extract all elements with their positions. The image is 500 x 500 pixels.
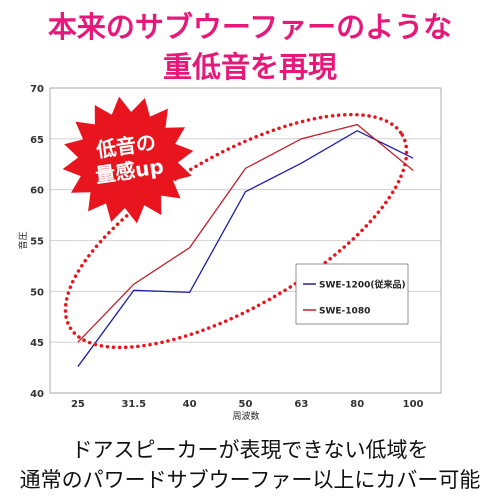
y-tick-label: 55 xyxy=(30,237,44,248)
legend-label: SWE-1080 xyxy=(319,307,370,317)
y-axis-label: 音圧 xyxy=(17,231,29,249)
y-tick-label: 45 xyxy=(30,338,44,349)
series-line-2 xyxy=(77,123,414,343)
x-tick-label: 63 xyxy=(294,399,308,410)
x-tick-label: 25 xyxy=(71,399,85,410)
x-tick-label: 80 xyxy=(350,399,364,410)
x-axis-label: 周波数 xyxy=(232,410,259,422)
x-tick-label: 40 xyxy=(183,399,197,410)
y-tick-label: 70 xyxy=(30,84,44,95)
headline-line-1: 本来のサブウーファーのような xyxy=(47,10,453,44)
x-tick-label: 50 xyxy=(239,399,253,410)
plot-frame xyxy=(49,87,442,394)
footer-line-1: ドアスピーカーが表現できない低域を xyxy=(71,438,429,462)
y-tick-label: 50 xyxy=(30,287,44,298)
x-tick-label: 100 xyxy=(403,399,424,410)
y-tick-label: 65 xyxy=(30,135,44,146)
x-tick-label: 31.5 xyxy=(121,399,146,410)
badge-burst: 低音の 量感up xyxy=(62,96,194,224)
series-line-1 xyxy=(77,129,414,367)
highlight-ellipse xyxy=(63,112,409,350)
y-tick-label: 60 xyxy=(30,186,44,197)
legend: SWE-1200(従来品) SWE-1080 xyxy=(295,263,409,325)
footer-line-2: 通常のパワードサブウーファー以上にカバー可能 xyxy=(19,468,481,492)
legend-label: SWE-1200(従来品) xyxy=(319,279,406,291)
y-tick-label: 40 xyxy=(30,389,44,400)
headline-line-2: 重低音を再現 xyxy=(162,50,337,84)
